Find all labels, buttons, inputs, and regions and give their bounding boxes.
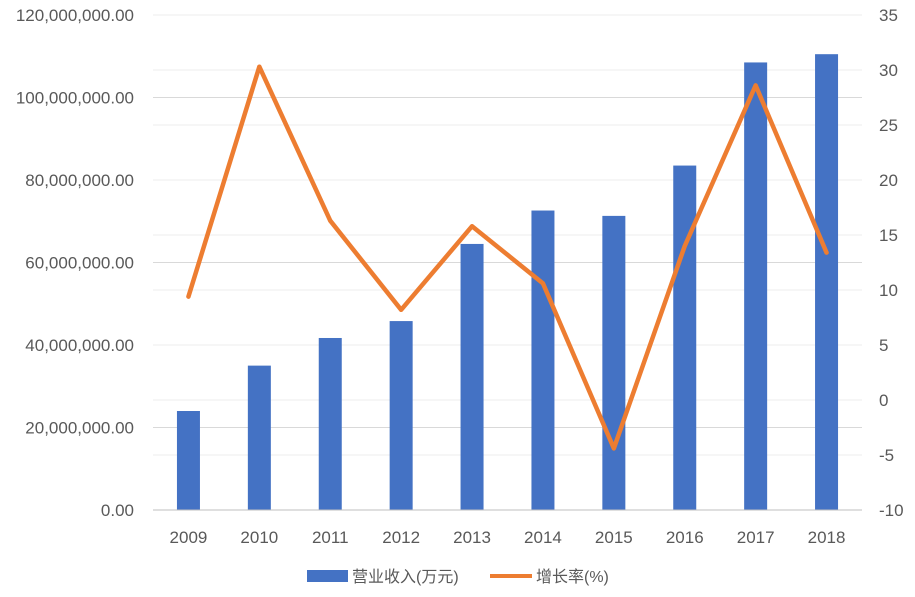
bar-series [176,54,839,510]
right-tick-label: -5 [879,446,894,465]
x-tick-label: 2015 [595,528,633,547]
right-tick-label: 25 [879,116,898,135]
x-tick-label: 2017 [737,528,775,547]
line-point [328,218,333,223]
x-tick-label: 2014 [524,528,562,547]
line-point [470,224,475,229]
left-tick-label: 40,000,000.00 [25,336,134,355]
right-tick-label: 30 [879,61,898,80]
left-tick-label: 20,000,000.00 [25,419,134,438]
left-tick-label: 80,000,000.00 [25,171,134,190]
x-tick-label: 2016 [666,528,704,547]
right-tick-label: 20 [879,171,898,190]
line-series [186,64,829,451]
line-point [186,294,191,299]
left-tick-label: 0.00 [101,501,134,520]
bar [744,62,768,510]
right-y-axis: -10 -5 0 5 10 15 20 25 30 35 [879,6,904,520]
left-tick-label: 120,000,000.00 [16,6,134,25]
line-point [257,64,262,69]
legend: 营业收入(万元) 增长率(%) [307,568,609,586]
bar [318,337,342,510]
line-point [753,83,758,88]
right-tick-label: -10 [879,501,904,520]
left-y-axis: 0.00 20,000,000.00 40,000,000.00 60,000,000… [16,6,134,520]
bar [602,215,626,510]
right-tick-label: 35 [879,6,898,25]
x-tick-label: 2012 [382,528,420,547]
bar [176,411,200,510]
right-tick-label: 10 [879,281,898,300]
bar [531,210,555,510]
left-tick-label: 60,000,000.00 [25,254,134,273]
x-tick-label: 2013 [453,528,491,547]
right-tick-label: 15 [879,226,898,245]
legend-label-bar: 营业收入(万元) [352,568,459,586]
x-tick-label: 2018 [808,528,846,547]
legend-swatch-bar [307,570,348,582]
x-axis: 2009 2010 2011 2012 2013 2014 2015 2016 2017 2018 [153,509,862,547]
bar [247,365,271,510]
legend-label-line: 增长率(%) [536,568,609,586]
x-tick-label: 2011 [312,528,349,547]
line-point [540,281,545,286]
bar [389,321,413,510]
line-point [611,446,616,451]
bar [673,165,697,510]
right-tick-label: 5 [879,336,888,355]
growth-rate-line [186,64,829,451]
left-tick-label: 100,000,000.00 [16,89,134,108]
x-tick-label: 2009 [170,528,208,547]
line-point [682,244,687,248]
right-tick-label: 0 [879,391,888,410]
bar [815,54,839,510]
line-point [399,307,404,312]
x-tick-label: 2010 [240,528,278,547]
bar [460,243,484,510]
line-point [824,250,829,255]
